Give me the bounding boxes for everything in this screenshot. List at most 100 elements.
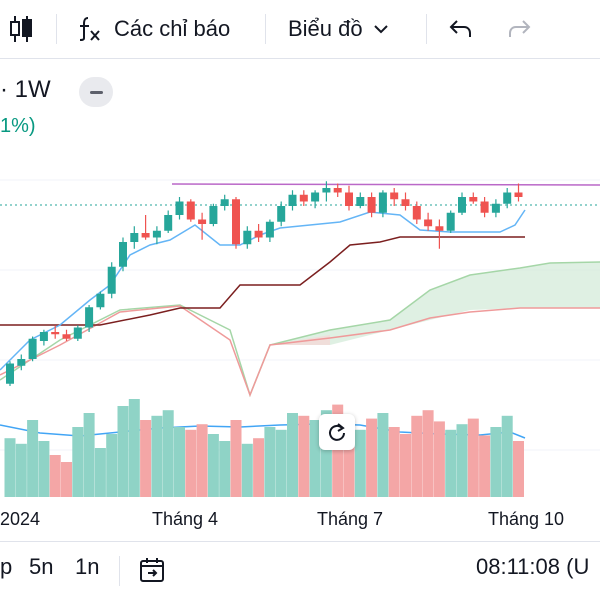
candle-body xyxy=(378,192,387,213)
volume-bar xyxy=(264,427,276,497)
volume-bar xyxy=(253,438,265,497)
range-button-1n[interactable]: 1n xyxy=(75,554,100,579)
interval-label: · 1W xyxy=(0,76,51,103)
candle-body xyxy=(243,230,252,245)
calendar-arrow-icon xyxy=(140,558,164,582)
candle-body xyxy=(265,221,274,238)
range-button-5n[interactable]: 5n xyxy=(29,554,54,579)
leading-span-a xyxy=(0,261,600,398)
leading-span-b xyxy=(0,305,600,398)
reset-chart-button[interactable] xyxy=(319,414,355,450)
volume-bar xyxy=(320,410,332,497)
volume-bar xyxy=(287,413,298,497)
candle-body xyxy=(367,197,376,213)
indicators-button[interactable]: Các chỉ báo xyxy=(78,0,230,58)
candle-body xyxy=(209,206,218,224)
candle-body xyxy=(311,192,320,202)
volume-bar xyxy=(61,462,72,497)
volume-bar xyxy=(4,438,16,497)
price-chart[interactable] xyxy=(0,58,600,503)
candle-body xyxy=(469,197,478,202)
candle-body xyxy=(322,188,331,193)
volume-bar xyxy=(241,443,253,497)
volume-bar xyxy=(456,424,468,497)
volume-bar xyxy=(196,424,208,497)
collapse-legend-button[interactable] xyxy=(79,77,113,107)
volume-bar xyxy=(38,441,50,497)
clock-time[interactable]: 08:11:08 (U xyxy=(476,554,590,579)
chart-type-dropdown[interactable]: Biểu đồ xyxy=(288,0,389,58)
x-axis-label-thang10: Tháng 10 xyxy=(488,509,565,529)
candle-body xyxy=(299,194,308,202)
volume-bar xyxy=(467,418,479,497)
x-axis-label-2024: 2024 xyxy=(0,509,41,529)
toolbar-divider xyxy=(265,14,266,44)
fx-icon xyxy=(79,17,100,41)
candle-body xyxy=(175,201,184,215)
volume-bar xyxy=(162,410,174,497)
volume-bar xyxy=(445,429,457,497)
redo-icon xyxy=(509,20,531,37)
volume-bar xyxy=(94,448,106,497)
candle-body xyxy=(186,201,195,220)
candle-body xyxy=(288,194,297,206)
volume-bar xyxy=(343,424,355,497)
volume-bar xyxy=(354,429,366,497)
candle-body xyxy=(107,266,116,294)
candle-body xyxy=(130,233,139,242)
candles xyxy=(6,181,523,386)
candle-body xyxy=(412,206,421,220)
volume-bar xyxy=(490,427,502,497)
range-button-p[interactable]: p xyxy=(0,554,13,579)
top-toolbar: Các chỉ báo Biểu đồ xyxy=(0,0,600,59)
candle-body xyxy=(424,219,433,227)
volume-bar xyxy=(207,434,219,497)
redo-button[interactable] xyxy=(507,0,531,58)
undo-button[interactable] xyxy=(449,0,473,58)
volume-bar xyxy=(128,399,140,497)
volume-bar xyxy=(309,420,321,497)
candle-body xyxy=(96,293,105,308)
volume-bar xyxy=(400,434,411,497)
toolbar-divider xyxy=(426,14,427,44)
go-to-date-button[interactable] xyxy=(138,556,166,590)
volume-bar xyxy=(230,420,242,497)
volume-bar xyxy=(72,427,84,497)
candle-body xyxy=(254,230,263,238)
candle-body xyxy=(333,188,342,193)
candle-body xyxy=(39,332,48,341)
volume-bar xyxy=(117,406,129,497)
volume-bar xyxy=(377,413,389,497)
candle-body xyxy=(198,219,207,224)
indicators-label: Các chỉ báo xyxy=(114,16,231,41)
candle-body xyxy=(73,327,82,339)
volume-bar xyxy=(219,441,231,497)
candle-body xyxy=(435,226,444,231)
volume-bar xyxy=(388,427,400,497)
ichimoku-cloud-bear xyxy=(250,335,330,395)
volume-bar xyxy=(49,455,61,497)
volume-bar xyxy=(433,421,445,497)
volume-bar xyxy=(275,429,287,497)
candle-style-button[interactable] xyxy=(8,0,34,58)
candle-body xyxy=(491,203,500,213)
candle-body xyxy=(356,197,365,206)
toolbar-divider xyxy=(56,14,57,44)
candle-body xyxy=(6,363,14,384)
ichimoku-cloud-bull xyxy=(0,262,600,395)
chevron-down-icon xyxy=(373,25,388,34)
volume-bar xyxy=(411,415,423,497)
candle-body xyxy=(401,199,410,206)
volume-bar xyxy=(501,415,513,497)
candle-body xyxy=(28,338,37,359)
volume-bar xyxy=(513,441,524,497)
candlestick-icon xyxy=(10,16,32,42)
candle-body xyxy=(164,215,173,231)
candle-body xyxy=(17,359,26,366)
base-line xyxy=(0,236,525,326)
change-percent: 1%) xyxy=(0,115,36,137)
candle-body xyxy=(503,192,512,204)
volume-bar xyxy=(422,410,434,497)
candle-body xyxy=(277,206,286,222)
candle-body xyxy=(232,199,240,245)
